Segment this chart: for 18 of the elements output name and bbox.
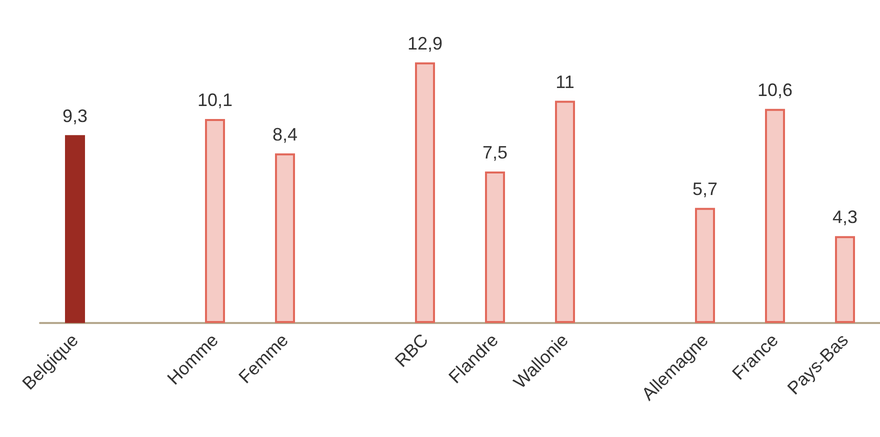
bar bbox=[415, 62, 435, 323]
data-label: 7,5 bbox=[482, 142, 508, 162]
data-label: 12,9 bbox=[407, 33, 443, 54]
data-label: 8,4 bbox=[272, 124, 298, 144]
bar bbox=[695, 208, 715, 323]
data-label: 10,6 bbox=[757, 80, 793, 100]
bar bbox=[835, 236, 855, 323]
data-label: 10,1 bbox=[197, 90, 233, 110]
bar bbox=[555, 100, 575, 323]
bar bbox=[205, 118, 225, 323]
data-label: 9,3 bbox=[62, 106, 88, 126]
data-label: 5,7 bbox=[692, 178, 718, 199]
data-label: 4,3 bbox=[832, 207, 858, 228]
bar bbox=[275, 153, 295, 323]
bar bbox=[65, 135, 85, 323]
bar bbox=[485, 172, 505, 323]
data-label: 11 bbox=[556, 72, 574, 92]
bar bbox=[765, 108, 785, 323]
